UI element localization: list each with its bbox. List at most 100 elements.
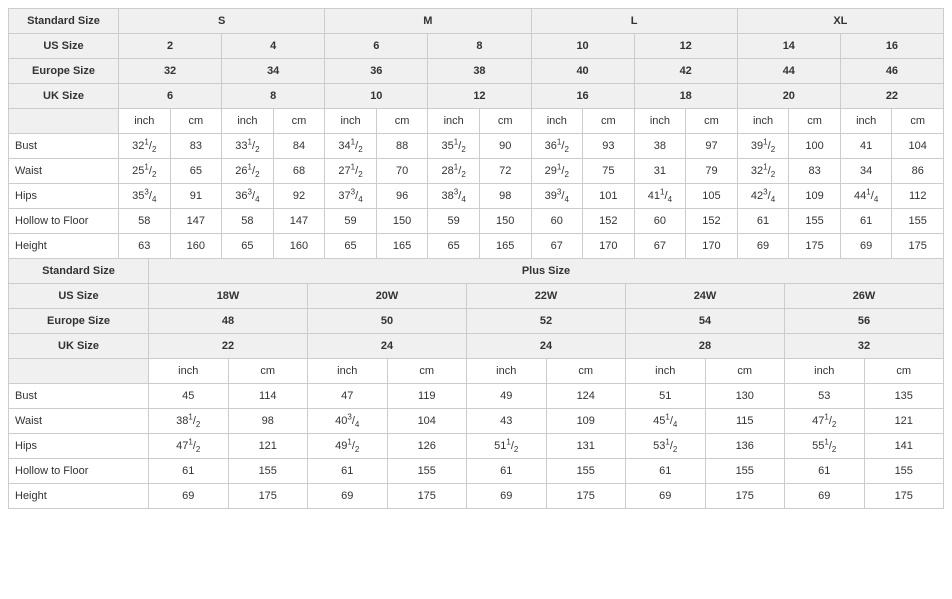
standard-size-label-2: Standard Size [9, 259, 149, 284]
cell-inch: 59 [325, 209, 377, 234]
cell-inch: 45 [149, 384, 229, 409]
cell-inch: 58 [222, 209, 274, 234]
cell-cm: 175 [387, 484, 467, 509]
cell-cm: 155 [705, 459, 785, 484]
cell-cm: 86 [892, 159, 944, 184]
cell-inch: 69 [840, 234, 892, 259]
plus-unit-row: inchcm inchcm inchcm inchcm inchcm [9, 359, 944, 384]
cell-inch: 471/2 [785, 409, 865, 434]
cell-inch: 441/4 [840, 184, 892, 209]
cell-cm: 135 [864, 384, 944, 409]
cell-inch: 511/2 [467, 434, 547, 459]
cell-inch: 67 [634, 234, 686, 259]
row-label: Height [9, 484, 149, 509]
cell-inch: 38 [634, 134, 686, 159]
cell-inch: 61 [626, 459, 706, 484]
cell-inch: 61 [840, 209, 892, 234]
cell-inch: 65 [428, 234, 480, 259]
table-row: Hollow to Floor6115561155611556115561155 [9, 459, 944, 484]
cell-inch: 58 [119, 209, 171, 234]
row-label: Hips [9, 434, 149, 459]
cell-cm: 79 [686, 159, 738, 184]
cell-cm: 90 [479, 134, 531, 159]
cell-cm: 115 [705, 409, 785, 434]
cell-cm: 84 [273, 134, 325, 159]
uk-size-label: UK Size [9, 84, 119, 109]
cell-cm: 121 [864, 409, 944, 434]
cell-cm: 114 [228, 384, 308, 409]
size-l: L [531, 9, 737, 34]
cell-inch: 551/2 [785, 434, 865, 459]
plus-size-label: Plus Size [149, 259, 944, 284]
cell-inch: 251/2 [119, 159, 171, 184]
cell-cm: 97 [686, 134, 738, 159]
cell-inch: 69 [149, 484, 229, 509]
cell-cm: 100 [789, 134, 841, 159]
cell-cm: 83 [789, 159, 841, 184]
cell-cm: 130 [705, 384, 785, 409]
cell-cm: 152 [686, 209, 738, 234]
table-row: Waist381/298403/410443109451/4115471/212… [9, 409, 944, 434]
cell-inch: 383/4 [428, 184, 480, 209]
cell-inch: 69 [737, 234, 789, 259]
cell-inch: 271/2 [325, 159, 377, 184]
cell-inch: 491/2 [308, 434, 388, 459]
unit-row: inchcm inchcm inchcm inchcm inchcm inchc… [9, 109, 944, 134]
eu-size-row: Europe Size 32 34 36 38 40 42 44 46 [9, 59, 944, 84]
row-label: Hollow to Floor [9, 209, 119, 234]
cell-inch: 373/4 [325, 184, 377, 209]
cell-inch: 341/2 [325, 134, 377, 159]
cell-cm: 175 [789, 234, 841, 259]
cell-cm: 150 [376, 209, 428, 234]
cell-cm: 141 [864, 434, 944, 459]
cell-inch: 411/4 [634, 184, 686, 209]
cell-cm: 155 [387, 459, 467, 484]
cell-cm: 150 [479, 209, 531, 234]
cell-inch: 63 [119, 234, 171, 259]
cell-cm: 175 [228, 484, 308, 509]
cell-cm: 175 [864, 484, 944, 509]
cell-cm: 170 [583, 234, 635, 259]
cell-cm: 121 [228, 434, 308, 459]
table-row: Height6316065160651656516567170671706917… [9, 234, 944, 259]
row-label: Waist [9, 159, 119, 184]
cell-inch: 41 [840, 134, 892, 159]
cell-cm: 131 [546, 434, 626, 459]
cell-cm: 165 [376, 234, 428, 259]
cell-cm: 83 [170, 134, 222, 159]
cell-inch: 69 [308, 484, 388, 509]
cell-cm: 165 [479, 234, 531, 259]
standard-size-table: Standard Size S M L XL US Size 2 4 6 8 1… [8, 8, 944, 259]
cell-inch: 47 [308, 384, 388, 409]
cell-cm: 170 [686, 234, 738, 259]
cell-inch: 471/2 [149, 434, 229, 459]
cell-cm: 75 [583, 159, 635, 184]
plus-size-table: Standard Size Plus Size US Size 18W 20W … [8, 258, 944, 509]
cell-cm: 91 [170, 184, 222, 209]
size-s: S [119, 9, 325, 34]
cell-inch: 65 [325, 234, 377, 259]
cell-cm: 175 [546, 484, 626, 509]
cell-inch: 67 [531, 234, 583, 259]
table-row: Height6917569175691756917569175 [9, 484, 944, 509]
cell-inch: 531/2 [626, 434, 706, 459]
cell-inch: 60 [634, 209, 686, 234]
cell-cm: 104 [387, 409, 467, 434]
table-row: Hips471/2121491/2126511/2131531/2136551/… [9, 434, 944, 459]
size-xl: XL [737, 9, 943, 34]
row-label: Bust [9, 134, 119, 159]
plus-uk-row: UK Size 22 24 24 28 32 [9, 334, 944, 359]
cell-inch: 281/2 [428, 159, 480, 184]
cell-cm: 112 [892, 184, 944, 209]
cell-inch: 291/2 [531, 159, 583, 184]
cell-cm: 68 [273, 159, 325, 184]
cell-inch: 34 [840, 159, 892, 184]
cell-inch: 60 [531, 209, 583, 234]
table-row: Bust4511447119491245113053135 [9, 384, 944, 409]
cell-cm: 109 [546, 409, 626, 434]
cell-inch: 53 [785, 384, 865, 409]
plus-eu-row: Europe Size 48 50 52 54 56 [9, 309, 944, 334]
cell-cm: 155 [228, 459, 308, 484]
cell-cm: 160 [170, 234, 222, 259]
cell-cm: 155 [892, 209, 944, 234]
